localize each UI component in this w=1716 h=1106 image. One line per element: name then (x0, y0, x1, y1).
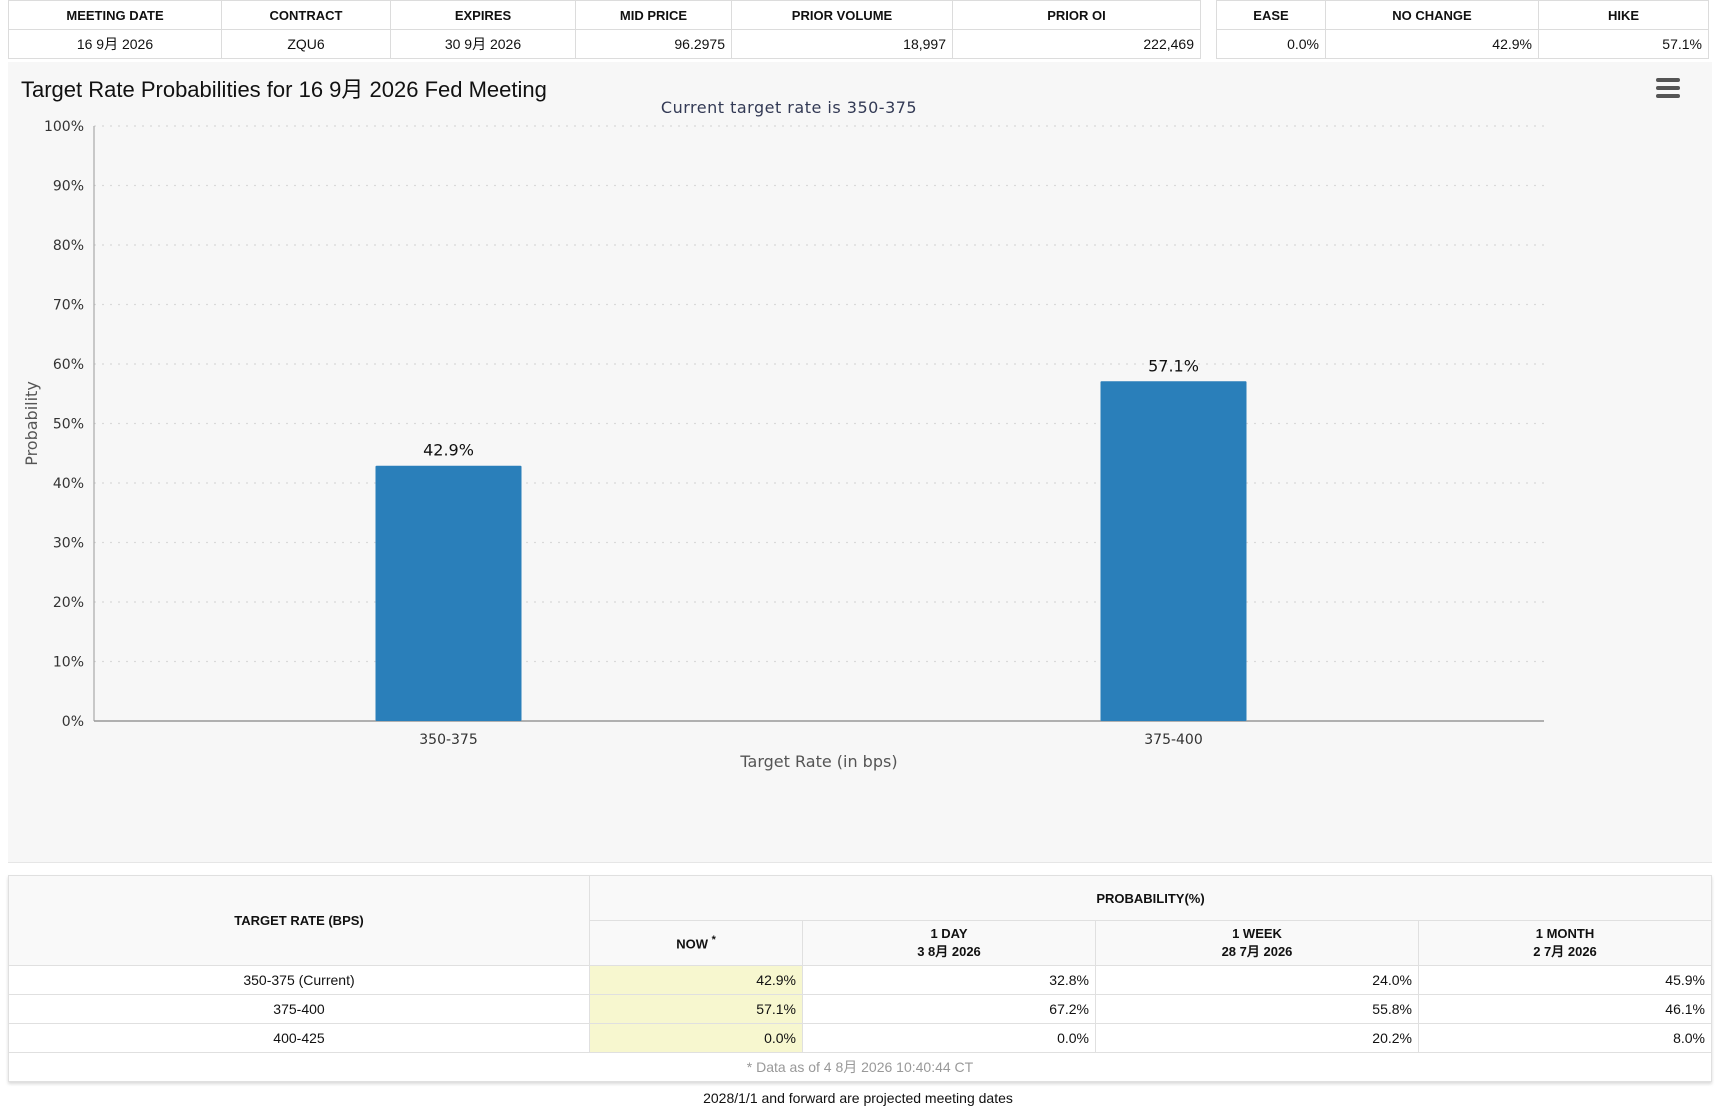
x-axis-title: Target Rate (in bps) (739, 752, 897, 771)
header-prior-oi: PRIOR OI (952, 0, 1201, 30)
chart-title: Target Rate Probabilities for 16 9月 2026… (21, 77, 547, 102)
probability-table: TARGET RATE (BPS) PROBABILITY(%) NOW * 1… (8, 875, 1712, 1082)
week-cell: 24.0% (1095, 965, 1419, 995)
day-cell: 0.0% (802, 1023, 1096, 1053)
contract-value: ZQU6 (221, 29, 391, 59)
header-hike: HIKE (1538, 0, 1709, 30)
meeting-header-row: MEETING DATE CONTRACT EXPIRES MID PRICE … (8, 0, 1201, 30)
bar-chart: Current target rate is 350-375 0% 10% 20% 30… (22, 98, 1544, 771)
y-tick-label: 60% (53, 357, 84, 373)
y-tick-label: 100% (44, 119, 84, 135)
now-cell: 57.1% (589, 994, 803, 1024)
rate-cell: 400-425 (8, 1023, 590, 1053)
y-tick-label: 80% (53, 238, 84, 254)
outcome-table: EASE NO CHANGE HIKE 0.0% 42.9% 57.1% (1216, 0, 1709, 59)
bar-375-400 (1100, 381, 1247, 721)
ease-value: 0.0% (1216, 29, 1326, 59)
y-tick-label: 90% (53, 179, 84, 195)
mid-price-value: 96.2975 (575, 29, 732, 59)
header-now: NOW * (589, 920, 803, 966)
chart-subtitle: Current target rate is 350-375 (661, 98, 917, 117)
month-cell: 46.1% (1418, 994, 1712, 1024)
meeting-info-table: MEETING DATE CONTRACT EXPIRES MID PRICE … (8, 0, 1201, 59)
x-tick-label: 350-375 (419, 732, 478, 748)
header-probability: PROBABILITY(%) (589, 875, 1712, 921)
now-cell: 42.9% (589, 965, 803, 995)
month-cell: 45.9% (1418, 965, 1712, 995)
no-change-value: 42.9% (1325, 29, 1539, 59)
outcome-header-row: EASE NO CHANGE HIKE (1216, 0, 1709, 30)
header-contract: CONTRACT (221, 0, 391, 30)
header-expires: EXPIRES (390, 0, 576, 30)
y-tick-label: 70% (53, 298, 84, 314)
table-row: 375-400 57.1% 67.2% 55.8% 46.1% (8, 994, 1712, 1024)
rate-cell: 350-375 (Current) (8, 965, 590, 995)
meeting-date-value: 16 9月 2026 (8, 29, 222, 59)
header-1-month: 1 MONTH 2 7月 2026 (1418, 920, 1712, 966)
bar-350-375 (375, 465, 522, 721)
header-1-day: 1 DAY 3 8月 2026 (802, 920, 1096, 966)
data-label: 42.9% (423, 441, 474, 460)
y-tick-label: 20% (53, 595, 84, 611)
y-tick-label: 30% (53, 536, 84, 552)
y-axis-title: Probability (22, 381, 41, 466)
prob-header-row-1: TARGET RATE (BPS) PROBABILITY(%) (8, 875, 1712, 966)
x-tick-label: 375-400 (1144, 732, 1203, 748)
table-row: 350-375 (Current) 42.9% 32.8% 24.0% 45.9… (8, 965, 1712, 995)
data-as-of-note: * Data as of 4 8月 2026 10:40:44 CT (8, 1052, 1712, 1082)
prior-oi-value: 222,469 (952, 29, 1201, 59)
chart-panel: Current target rate is 350-375 0% 10% 20% 30… (8, 62, 1712, 863)
day-cell: 32.8% (802, 965, 1096, 995)
now-cell: 0.0% (589, 1023, 803, 1053)
day-cell: 67.2% (802, 994, 1096, 1024)
data-as-of-row: * Data as of 4 8月 2026 10:40:44 CT (8, 1052, 1712, 1082)
data-label: 57.1% (1148, 356, 1199, 375)
header-target-rate: TARGET RATE (BPS) (8, 875, 590, 966)
header-1-week: 1 WEEK 28 7月 2026 (1095, 920, 1419, 966)
header-ease: EASE (1216, 0, 1326, 30)
header-no-change: NO CHANGE (1325, 0, 1539, 30)
rate-cell: 375-400 (8, 994, 590, 1024)
week-cell: 55.8% (1095, 994, 1419, 1024)
header-meeting-date: MEETING DATE (8, 0, 222, 30)
week-cell: 20.2% (1095, 1023, 1419, 1053)
hamburger-menu-icon[interactable] (1656, 78, 1680, 98)
prior-volume-value: 18,997 (731, 29, 953, 59)
month-cell: 8.0% (1418, 1023, 1712, 1053)
header-mid-price: MID PRICE (575, 0, 732, 30)
outcome-data-row: 0.0% 42.9% 57.1% (1216, 29, 1709, 59)
y-tick-label: 40% (53, 476, 84, 492)
header-prior-volume: PRIOR VOLUME (731, 0, 953, 30)
hike-value: 57.1% (1538, 29, 1709, 59)
meeting-data-row: 16 9月 2026 ZQU6 30 9月 2026 96.2975 18,99… (8, 29, 1201, 59)
y-tick-label: 0% (62, 714, 84, 730)
y-tick-label: 50% (53, 417, 84, 433)
y-tick-label: 10% (53, 655, 84, 671)
expires-value: 30 9月 2026 (390, 29, 576, 59)
table-row: 400-425 0.0% 0.0% 20.2% 8.0% (8, 1023, 1712, 1053)
footer-note: 2028/1/1 and forward are projected meeti… (703, 1090, 1013, 1106)
